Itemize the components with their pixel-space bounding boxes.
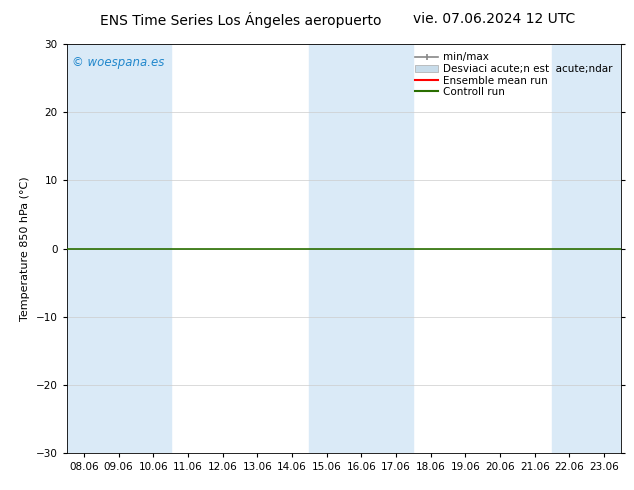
Text: ENS Time Series Los Ángeles aeropuerto: ENS Time Series Los Ángeles aeropuerto — [100, 12, 382, 28]
Bar — [309, 44, 413, 453]
Legend: min/max, Desviaci acute;n est  acute;ndar, Ensemble mean run, Controll run: min/max, Desviaci acute;n est acute;ndar… — [412, 49, 616, 100]
Y-axis label: Temperature 850 hPa (°C): Temperature 850 hPa (°C) — [20, 176, 30, 321]
Bar — [67, 44, 171, 453]
Text: © woespana.es: © woespana.es — [72, 56, 164, 70]
Bar — [552, 44, 621, 453]
Text: vie. 07.06.2024 12 UTC: vie. 07.06.2024 12 UTC — [413, 12, 576, 26]
